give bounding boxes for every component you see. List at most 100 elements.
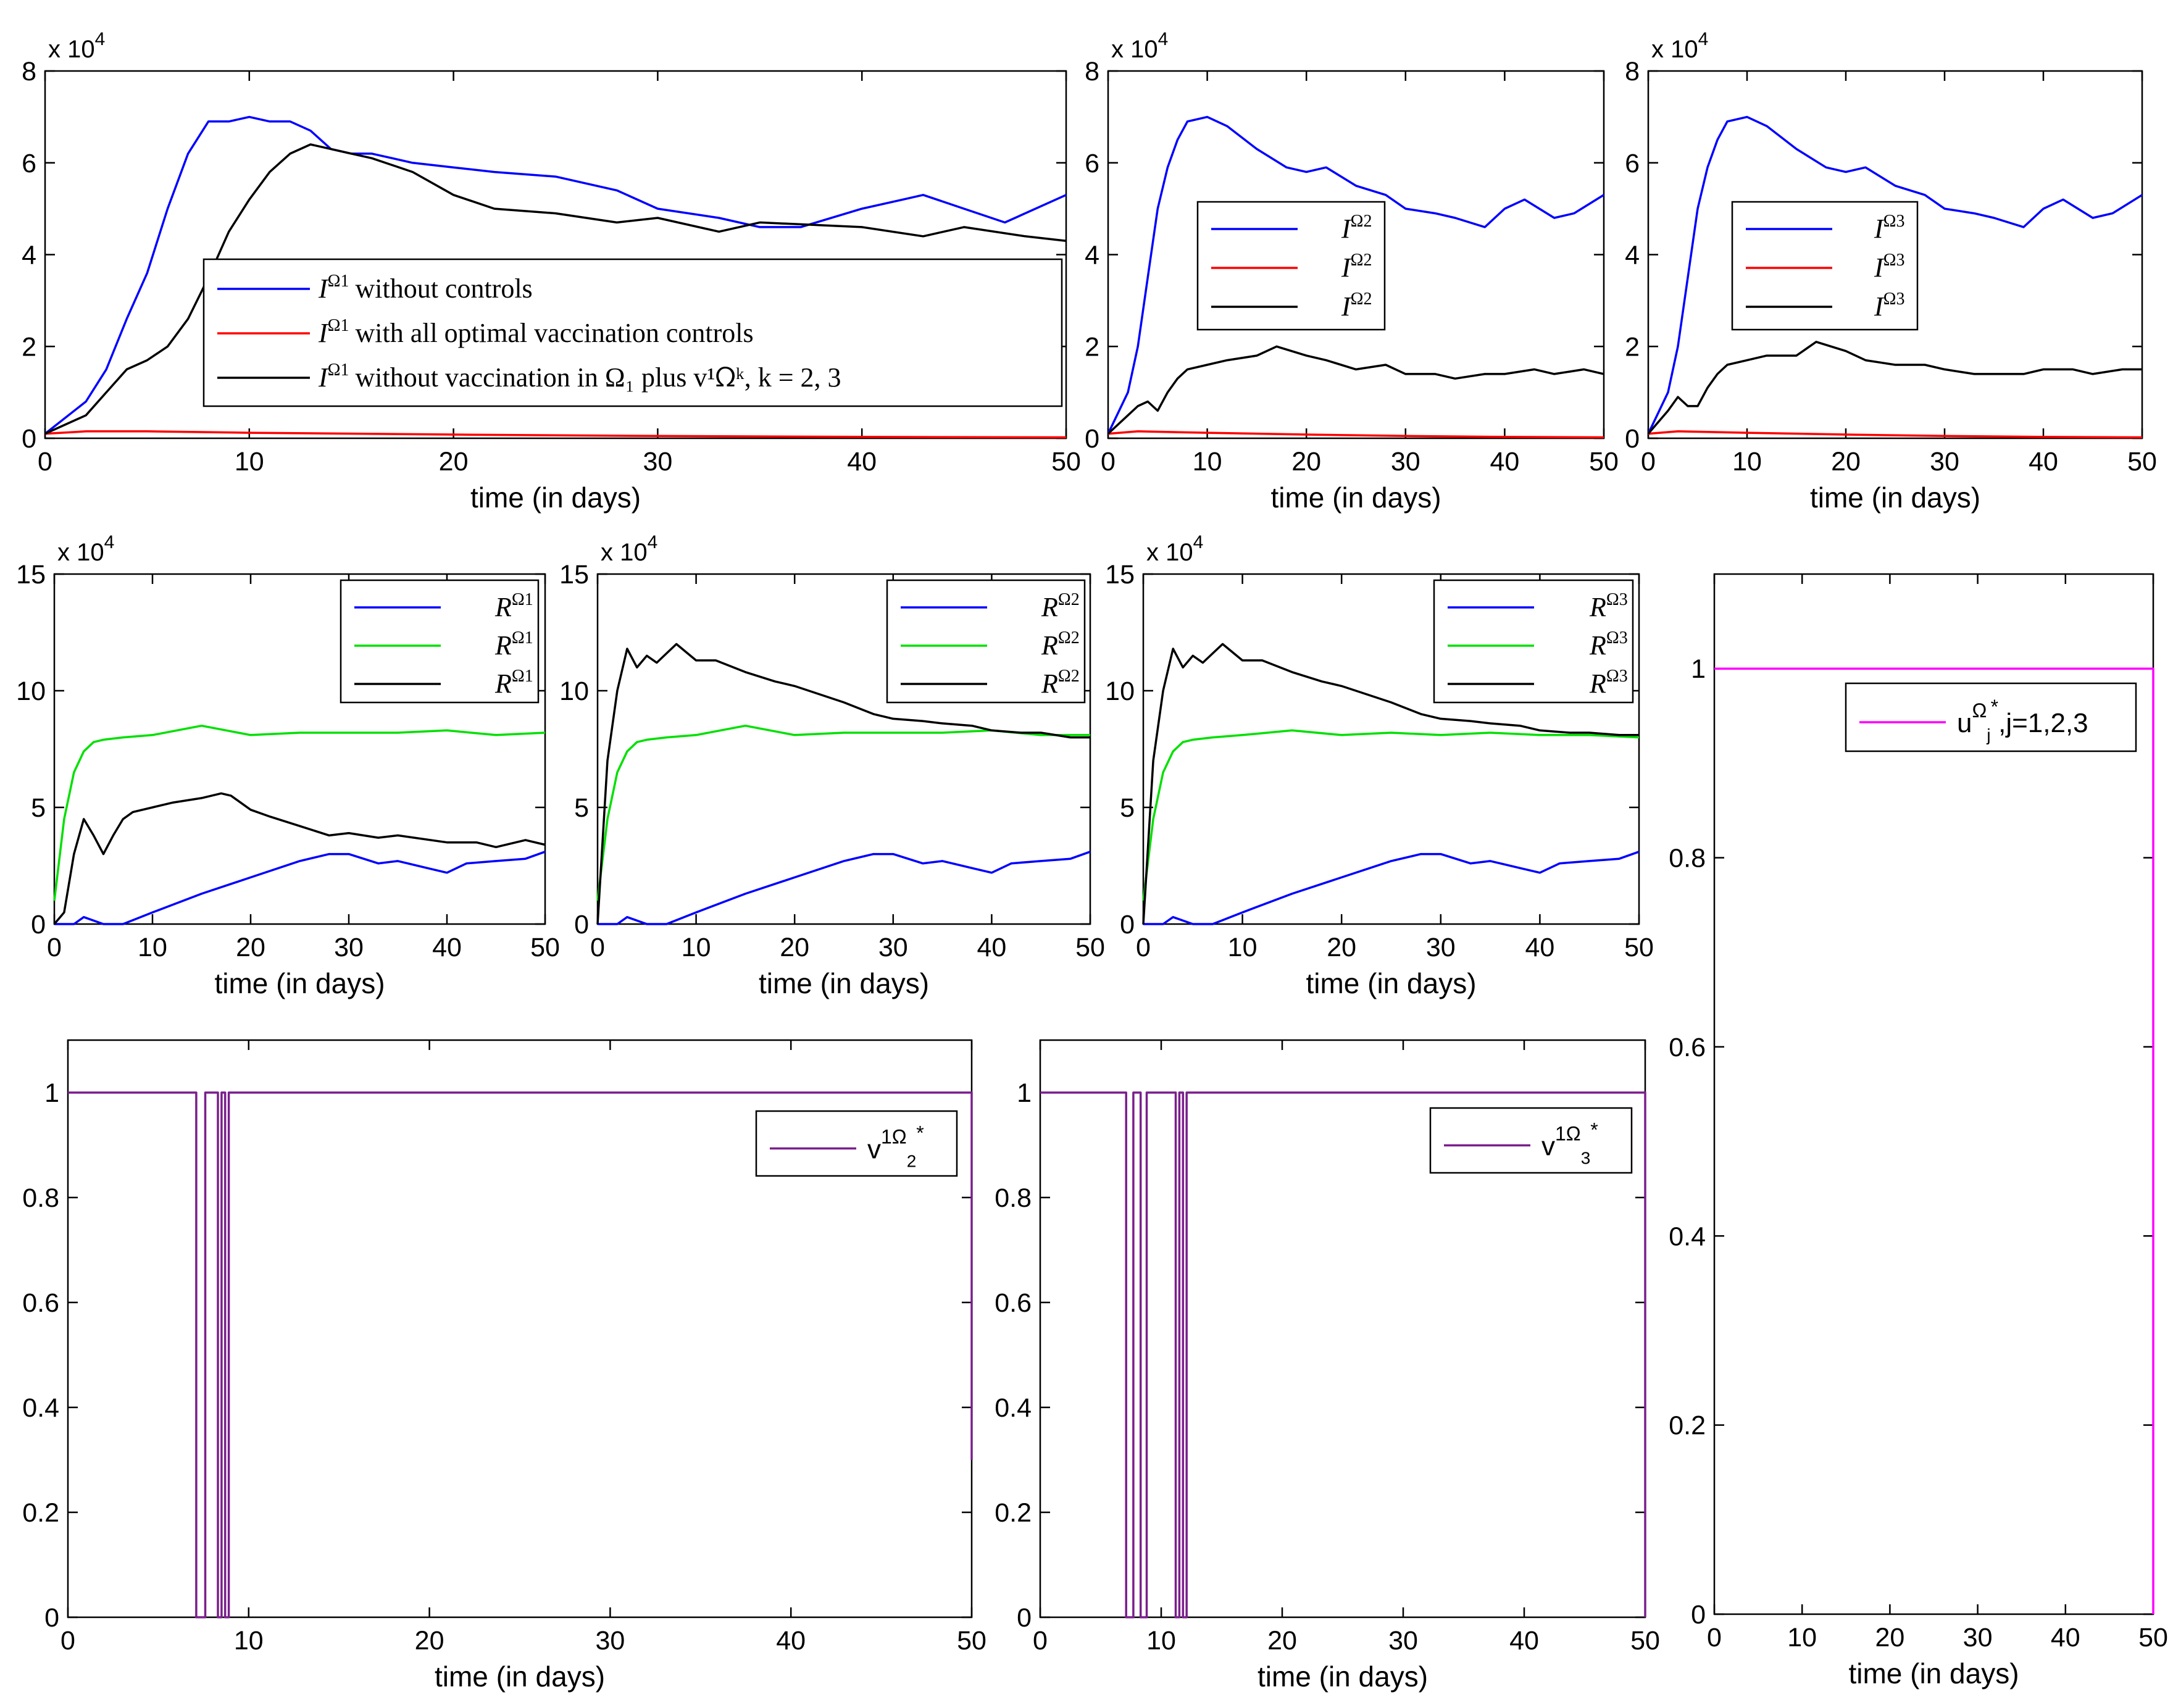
x-axis-label: time (in days) — [214, 967, 385, 999]
legend-symbol: R — [1041, 630, 1058, 660]
y-tick-label: 15 — [559, 560, 589, 589]
multiplier-exponent: 4 — [1193, 532, 1204, 552]
x-tick-label: 40 — [2051, 1623, 2080, 1652]
legend-label: v1Ω3 * — [1541, 1119, 1598, 1168]
x-tick-label: 0 — [1033, 1626, 1048, 1656]
x-axis-label: time (in days) — [1258, 1660, 1428, 1693]
y-tick-label: 0 — [1017, 1603, 1032, 1633]
legend-symbol: R — [494, 592, 512, 622]
legend-box — [1196, 201, 1386, 331]
legend-label: RΩ2 — [1041, 628, 1080, 660]
legend-label: IΩ1 with all optimal vaccination controls — [318, 316, 754, 348]
y-tick-label: 10 — [559, 677, 589, 706]
x-tick-label: 50 — [2138, 1623, 2168, 1652]
legend-superscript: Ω2 — [1351, 251, 1372, 270]
y-tick-label: 15 — [16, 560, 46, 589]
legend-box — [1845, 682, 2137, 752]
legend-box — [755, 1110, 958, 1177]
x-tick-label: 50 — [957, 1626, 986, 1656]
y-tick-label: 8 — [1625, 57, 1640, 86]
legend-label: IΩ2 — [1341, 212, 1372, 244]
legend-base: v — [1541, 1131, 1555, 1162]
y-tick-label: 0.4 — [22, 1393, 59, 1423]
legend-label: IΩ3 — [1874, 290, 1904, 322]
legend-superscript: Ω2 — [1351, 212, 1372, 231]
x-tick-label: 10 — [235, 447, 264, 477]
x-tick-label: 10 — [1146, 1626, 1176, 1656]
x-tick-label: 50 — [1051, 447, 1081, 477]
series-line-purple-0 — [1040, 1091, 1646, 1618]
x-tick-label: 10 — [138, 933, 167, 962]
series-line-blue-0 — [54, 851, 546, 925]
x-tick-label: 10 — [1787, 1623, 1817, 1652]
legend-symbol: I — [318, 318, 329, 348]
x-tick-label: 20 — [1267, 1626, 1297, 1656]
y-tick-label: 2 — [1625, 332, 1640, 362]
legend-label: IΩ2 — [1341, 290, 1372, 322]
legend-label: RΩ1 — [494, 590, 533, 622]
y-tick-label: 4 — [1085, 241, 1099, 270]
legend-symbol: I — [1874, 291, 1885, 322]
legend-superscript: Ω1 — [512, 590, 533, 609]
legend-symbol: R — [494, 630, 512, 660]
legend-description: with all optimal vaccination controls — [355, 318, 753, 348]
legend: IΩ1 without controls IΩ1 with all optimal v… — [202, 258, 1063, 407]
x-axis-label: time (in days) — [1270, 481, 1441, 514]
multiplier-base: x 10 — [1146, 539, 1193, 566]
x-tick-label: 0 — [1707, 1623, 1722, 1652]
axis-multiplier: x 104 — [601, 532, 657, 566]
axis-multiplier: x 104 — [48, 29, 105, 63]
multiplier-base: x 10 — [601, 539, 648, 566]
legend-label: IΩ1 without controls — [318, 272, 533, 304]
legend: v1Ω2 * — [755, 1110, 958, 1177]
legend-star: * — [1991, 696, 1998, 718]
legend-superscript: Ω1 — [328, 316, 349, 335]
x-tick-label: 50 — [1075, 933, 1105, 962]
axis-multiplier: x 104 — [1111, 29, 1168, 63]
x-tick-label: 40 — [847, 447, 877, 477]
legend-superscript: Ω3 — [1606, 590, 1628, 609]
legend-label: RΩ1 — [494, 667, 533, 699]
legend-superscript: Ω2 — [1058, 628, 1080, 648]
y-tick-label: 10 — [16, 677, 46, 706]
x-tick-label: 10 — [234, 1626, 264, 1656]
y-tick-label: 1 — [1691, 654, 1706, 684]
axis-multiplier: x 104 — [1146, 532, 1203, 566]
y-tick-label: 0.8 — [995, 1183, 1032, 1213]
series-line-blue-0 — [44, 115, 1067, 435]
series-line-red-1 — [44, 430, 1067, 439]
series-line-black-2 — [1107, 345, 1604, 435]
legend-description: without vaccination in Ω₁ plus v¹ᘯᵏ, k =… — [355, 362, 841, 393]
legend-superscript: 1Ω — [1555, 1123, 1581, 1145]
x-tick-label: 30 — [1391, 447, 1420, 477]
legend-label: RΩ3 — [1589, 667, 1628, 699]
x-tick-label: 0 — [1136, 933, 1151, 962]
y-tick-label: 15 — [1105, 560, 1135, 589]
axis-multiplier: x 104 — [57, 532, 114, 566]
x-tick-label: 30 — [1963, 1623, 1993, 1652]
x-tick-label: 20 — [1875, 1623, 1904, 1652]
legend-symbol: R — [1589, 630, 1606, 660]
x-tick-label: 0 — [590, 933, 605, 962]
series-line-black-2 — [1647, 341, 2142, 435]
y-tick-label: 4 — [1625, 241, 1640, 270]
y-tick-label: 5 — [574, 793, 589, 823]
x-tick-label: 50 — [1624, 933, 1654, 962]
legend-subscript: 3 — [1581, 1149, 1591, 1168]
y-tick-label: 0 — [1120, 910, 1135, 939]
series-line-blue-0 — [1647, 115, 2143, 435]
legend-superscript: Ω3 — [1883, 251, 1905, 270]
y-tick-label: 0 — [574, 910, 589, 939]
legend-box — [202, 258, 1063, 407]
y-tick-label: 2 — [1085, 332, 1099, 362]
legend: uΩj*,j=1,2,3 — [1845, 682, 2137, 752]
legend-star: * — [1590, 1119, 1598, 1141]
legend-label: RΩ3 — [1589, 590, 1628, 622]
x-tick-label: 30 — [595, 1626, 625, 1656]
y-tick-label: 0.6 — [22, 1288, 59, 1318]
x-tick-label: 20 — [1831, 447, 1861, 477]
